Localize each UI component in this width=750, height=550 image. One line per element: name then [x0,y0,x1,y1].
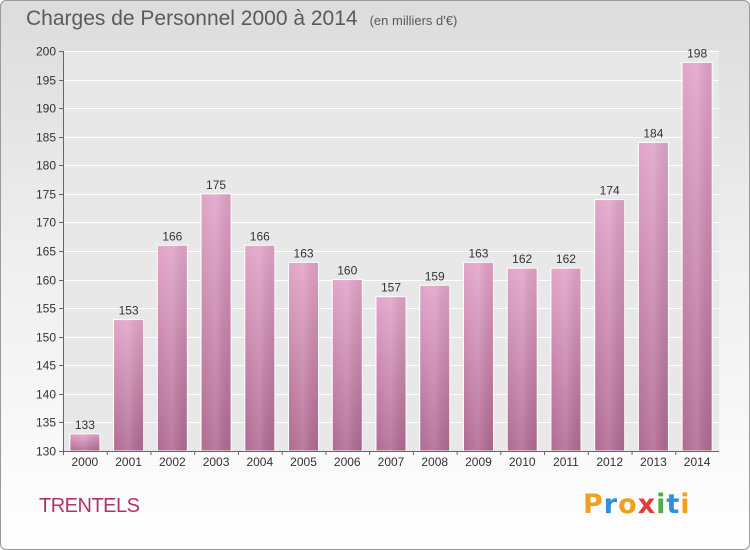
axis-layer: 130 135 140 145 150 155 160 165 170 175 180 185 190 1… [36,45,719,469]
value-label-2003: 175 [206,178,226,192]
bar-shade-2010 [507,268,538,451]
y-tick-label-200: 200 [36,45,56,59]
bar-shade-2000 [69,433,100,451]
bar-shade-2006 [332,279,363,451]
chart-subtitle: (en milliers d'€) [369,13,458,28]
logo-letter: t [666,489,681,520]
y-tick-label-195: 195 [36,74,56,88]
logo-letter: i [656,489,667,520]
logo-letter: i [680,489,691,520]
x-tick-label-2013: 2013 [640,455,667,469]
y-tick-label-185: 185 [36,131,56,145]
value-label-2014: 198 [687,46,707,60]
x-tick-label-2002: 2002 [159,455,186,469]
commune-name: TRENTELS [39,495,140,517]
x-tick-label-2007: 2007 [378,455,405,469]
x-tick-label-2000: 2000 [72,455,99,469]
bar-shade-2012 [594,199,625,451]
value-label-2012: 174 [600,184,620,198]
x-tick-label-2004: 2004 [246,455,273,469]
x-tick-label-2006: 2006 [334,455,361,469]
bar-shade-2011 [550,268,581,451]
x-tick-label-2008: 2008 [421,455,448,469]
value-label-2001: 153 [119,304,139,318]
bar-shade-2004 [244,245,275,451]
y-tick-label-130: 130 [36,445,56,459]
chart-title-text: Charges de Personnel 2000 à 2014 [26,7,358,30]
bar-shade-2002 [157,245,188,451]
x-tick-label-2014: 2014 [684,455,711,469]
bar-shade-2008 [419,285,450,451]
x-tick-label-2001: 2001 [115,455,142,469]
value-label-2000: 133 [75,418,95,432]
bar-shade-2013 [638,142,669,451]
x-tick-label-2009: 2009 [465,455,492,469]
bar-shade-2014 [682,62,713,452]
x-tick-label-2012: 2012 [596,455,623,469]
y-tick-label-145: 145 [36,359,56,373]
value-label-2007: 157 [381,281,401,295]
value-label-2013: 184 [643,126,663,140]
x-tick-label-2011: 2011 [553,455,579,469]
logo-letter: r [603,489,619,520]
chart-title: Charges de Personnel 2000 à 2014 (en mill… [26,7,457,31]
value-label-2011: 162 [556,252,576,266]
bar-shade-2005 [288,262,319,451]
x-tick-label-2003: 2003 [203,455,230,469]
value-label-2004: 166 [250,229,270,243]
value-label-2002: 166 [162,229,182,243]
y-tick-label-140: 140 [36,388,56,402]
bar-layer [69,61,713,452]
value-label-2008: 159 [425,269,445,283]
value-label-2010: 162 [512,252,532,266]
x-tick-label-2010: 2010 [509,455,536,469]
bar-shade-2001 [113,319,144,451]
logo-letter: x [637,489,657,520]
y-tick-label-170: 170 [36,216,56,230]
value-label-2005: 163 [294,246,314,260]
y-tick-label-190: 190 [36,102,56,116]
y-tick-label-175: 175 [36,188,56,202]
proxiti-logo: Proxiti [583,489,691,520]
x-tick-label-2005: 2005 [290,455,317,469]
y-tick-label-135: 135 [36,416,56,430]
y-tick-label-150: 150 [36,331,56,345]
y-tick-label-155: 155 [36,302,56,316]
y-tick-label-160: 160 [36,274,56,288]
bar-shade-2009 [463,262,494,451]
label-layer: 133 153 166 175 166 163 160 157 159 163 162 162 174 1… [75,46,708,431]
y-tick-label-165: 165 [36,245,56,259]
bar-shade-2007 [376,296,406,451]
value-label-2009: 163 [468,246,488,260]
logo-letter: o [618,489,638,520]
value-label-2006: 160 [337,264,357,278]
logo-letter: P [583,489,604,520]
y-tick-label-180: 180 [36,159,56,173]
bar-shade-2003 [201,193,232,451]
